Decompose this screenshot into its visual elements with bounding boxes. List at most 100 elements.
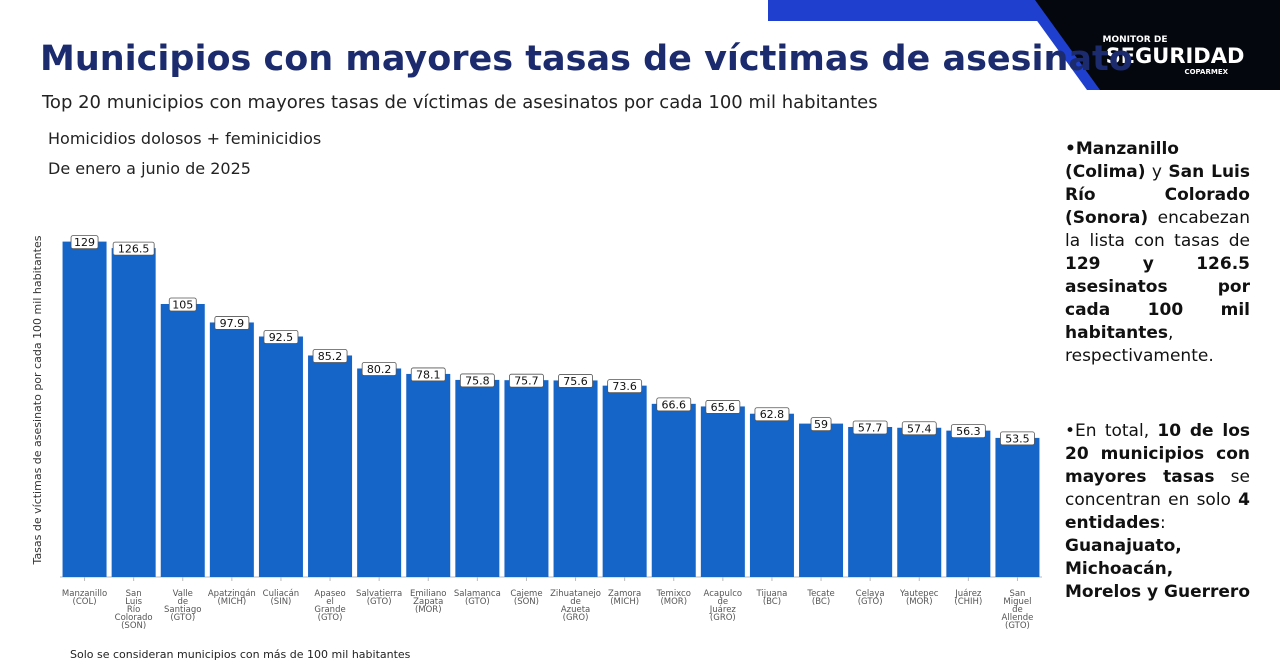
value-label-box [754,407,790,422]
x-tick-label: Zamora (MICH) [608,589,641,607]
x-tick-label-line: Río [127,605,140,615]
x-tick-label-line: (GTO) [318,613,343,623]
x-tick-label-line: Zihuatanejo [550,589,601,599]
x-tick-label: Temixco (MOR) [656,589,691,607]
value-label: 97.9 [220,317,245,330]
value-label: 53.5 [1005,432,1030,445]
x-tick-label: Zihuatanejo de Azueta (GRO) [550,589,601,623]
x-tick-label-line: Azueta [561,605,590,615]
header-band [768,0,1058,21]
x-tick-label-line: Acapulco [704,589,743,599]
value-label-box [607,379,643,394]
x-tick-label-line: Salamanca [454,589,501,599]
bar [799,423,844,577]
sidebar-text: Guanajuato, Michoacán, Morelos y Guerrer… [1065,536,1250,602]
value-label-box [656,397,692,412]
x-tick-label-line: Tecate [806,589,834,599]
value-label-box [509,373,544,388]
x-tick-label: San Miguel de Allende (GTO) [1002,589,1034,631]
value-label-box [852,420,888,435]
value-label: 78.1 [416,368,441,381]
sidebar-text: 129 y 126.5 asesinatos por cada 100 mil … [1065,254,1250,343]
x-tick-label: Salamanca (GTO) [454,589,501,607]
x-tick-label-line: (MICH) [610,597,639,607]
title: Municipios con mayores tasas de víctimas… [40,39,1133,79]
sidebar-paragraph: •En total, 10 de los 20 municipios con m… [1065,420,1250,604]
x-tick-label-line: Tijuana [756,589,788,599]
x-tick-label-line: (CHIH) [954,597,982,607]
bar [258,336,303,577]
x-tick-label: Celaya (GTO) [856,589,885,607]
x-tick-label-line: Valle [173,589,193,599]
x-tick-label-line: Apaseo [314,589,345,599]
x-tick-label-line: (BC) [763,597,781,607]
value-label-box [410,367,446,382]
y-axis-label: Tasas de víctimas de asesinato por cada … [31,235,44,565]
x-tick-label-line: (SON) [121,621,146,631]
bar [749,413,794,577]
sidebar-text: se concentran en solo [1065,467,1250,510]
value-label: 75.6 [563,375,588,388]
logo-text: COPARMEX [1184,68,1228,76]
x-tick-label-line: Emiliano [410,589,447,599]
x-tick-label-line: (GTO) [858,597,883,607]
x-tick-label-line: (GTO) [465,597,490,607]
value-label: 73.6 [612,380,637,393]
sidebar-paragraph: •Manzanillo (Colima) y San Luis Río Colo… [1065,138,1250,368]
x-tick-label-line: (SIN) [270,597,291,607]
x-tick-label-line: de [570,597,581,607]
x-tick-label-line: (GRO) [563,613,589,623]
x-tick-label: Yautepec (MOR) [899,589,939,607]
value-label: 62.8 [760,408,785,421]
bar [209,322,254,577]
value-label-box [459,373,495,388]
value-label-box [70,235,99,250]
x-tick-label-line: de [177,597,188,607]
value-label: 57.7 [858,421,883,434]
bar [308,355,353,577]
x-tick-label-line: Grande [314,605,345,615]
x-tick-label-line: Juárez [709,605,737,615]
value-label-box [901,421,937,436]
x-tick-label-line: Santiago [164,605,202,615]
x-tick-label-line: (SON) [514,597,539,607]
bar [946,430,991,577]
x-tick-label-line: Miguel [1003,597,1031,607]
value-label: 57.4 [907,422,932,435]
bar [995,437,1040,577]
logo-panel [1025,0,1280,90]
value-label-box [112,241,155,256]
sidebar-text: : [1160,513,1166,533]
value-label-box [361,362,397,376]
sidebar-text: •Manzanillo (Colima) [1065,139,1179,182]
value-label-box [950,424,986,439]
value-label-box [558,374,593,388]
value-label: 85.2 [318,350,343,363]
x-tick-label-line: de [1012,605,1023,615]
bar [111,248,156,577]
logo-text: MONITOR DE [1103,35,1168,45]
x-tick-label-line: Zamora [608,589,641,599]
x-tick-label: Cajeme (SON) [510,589,542,607]
sidebar-text: encabezan la lista con tasas de [1065,208,1250,251]
value-label-box [1000,431,1035,446]
sidebar-text: , respectivamente. [1065,323,1214,366]
x-tick-label: Juárez (CHIH) [954,589,982,607]
x-tick-label-line: (GTO) [1005,621,1030,631]
value-label: 65.6 [711,401,736,414]
x-tick-label-line: (GTO) [170,613,195,623]
value-label-box [705,400,741,414]
bar [602,385,647,577]
value-label: 129 [74,236,95,249]
x-tick-label: Emiliano Zapata (MOR) [410,589,447,615]
x-tick-label-line: (BC) [812,597,830,607]
x-tick-label-line: (MOR) [415,605,442,615]
note: Homicidios dolosos + feminicidios [48,129,321,148]
bar [553,380,598,577]
value-label: 56.3 [956,425,981,438]
x-tick-label-line: (MICH) [217,597,246,607]
sidebar-text: y [1145,162,1169,182]
value-label-box [810,417,832,432]
x-tick-label: Culiacán (SIN) [263,589,300,607]
value-label: 59 [814,418,828,431]
